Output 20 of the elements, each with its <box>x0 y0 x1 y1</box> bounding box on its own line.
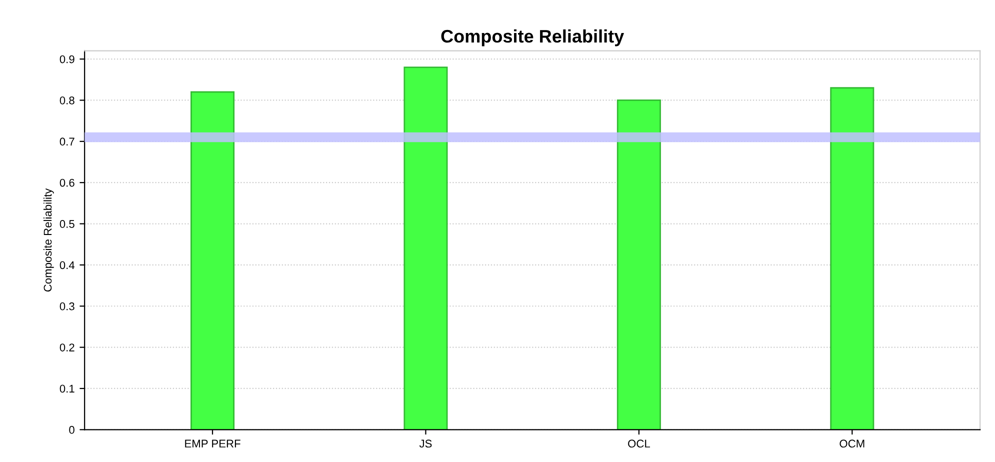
y-tick-label: 0.3 <box>60 302 74 310</box>
bar <box>190 91 235 430</box>
y-tick-label: 0.2 <box>60 344 74 352</box>
bar <box>616 100 661 430</box>
x-tick-label: EMP PERF <box>185 440 240 448</box>
x-tick-label: OCM <box>840 440 864 448</box>
chart-title: Composite Reliability <box>441 29 624 46</box>
bar <box>830 87 874 430</box>
y-tick-label: 0.5 <box>60 220 74 228</box>
y-tick-label: 0.7 <box>60 138 74 146</box>
x-tick-label: OCL <box>628 440 650 448</box>
y-tick-label: 0.8 <box>60 96 74 104</box>
y-tick-label: 0.9 <box>60 55 74 64</box>
y-tick-label: 0 <box>69 426 74 434</box>
y-tick-label: 0.6 <box>60 178 74 187</box>
y-axis-title: Composite Reliability <box>43 188 54 292</box>
bar <box>404 66 448 430</box>
y-tick-label: 0.1 <box>60 384 74 393</box>
x-tick-label: JS <box>419 440 432 448</box>
y-tick-label: 0.4 <box>60 261 75 270</box>
